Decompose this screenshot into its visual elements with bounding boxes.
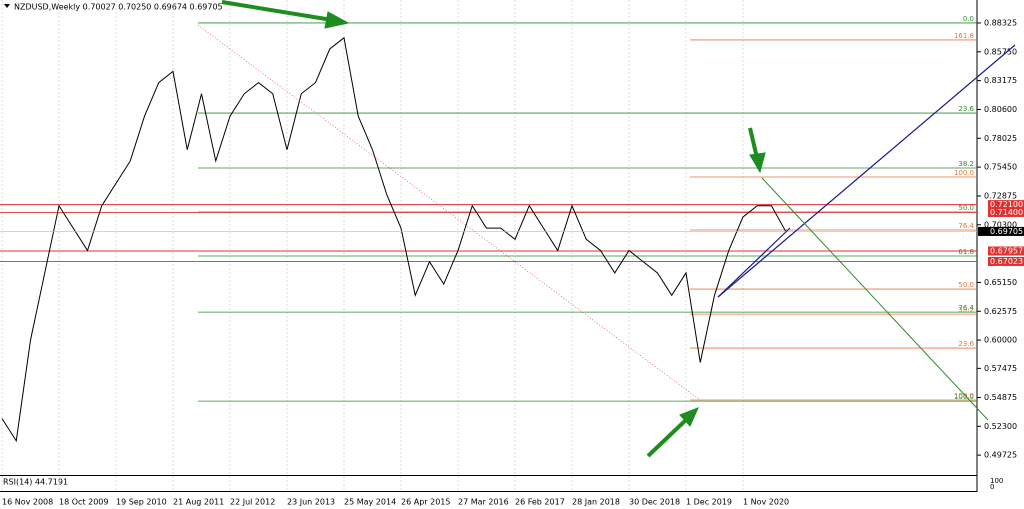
price-label: 0.67957: [990, 247, 1023, 256]
trend-line: [761, 177, 989, 421]
y-tick-label: 0.78025: [984, 134, 1017, 143]
y-tick-label: 0.60000: [984, 336, 1017, 345]
arrow: [646, 416, 690, 458]
fib-label: 38.2: [958, 160, 974, 168]
fib-label: 38.2: [958, 306, 974, 314]
x-tick-label: 26 Feb 2017: [515, 498, 565, 507]
x-tick-label: 21 Aug 2011: [173, 498, 224, 507]
arrow-head: [749, 152, 766, 174]
price-box: [988, 246, 1024, 256]
rsi-tick-label: 100: [990, 477, 1003, 485]
x-tick-label: 27 Mar 2016: [458, 498, 509, 507]
fib-label: 50.0: [958, 281, 974, 289]
y-tick-label: 0.83175: [984, 76, 1017, 85]
fib-label: 61.8: [958, 248, 974, 256]
y-tick-label: 0.88325: [984, 18, 1017, 27]
y-tick-label: 0.62575: [984, 307, 1017, 316]
fib-label: 23.6: [958, 105, 974, 113]
price-label: 0.67023: [990, 257, 1023, 266]
x-tick-label: 1 Dec 2019: [686, 498, 732, 507]
trend-line: [197, 24, 701, 401]
y-tick-label: 0.80600: [984, 105, 1017, 114]
x-tick-label: 28 Jan 2018: [572, 498, 620, 507]
channel-line: [717, 227, 791, 298]
price-box: [988, 256, 1024, 266]
price-box: [988, 200, 1024, 210]
rsi-label: RSI(14) 44.7191: [3, 478, 68, 487]
current-price-box: [978, 226, 1024, 236]
x-tick-label: 25 May 2014: [344, 498, 396, 507]
rsi-tick-label: 0: [990, 483, 994, 491]
arrow-head: [324, 11, 350, 29]
menu-icon[interactable]: [4, 4, 10, 8]
y-tick-label: 0.49725: [984, 451, 1017, 460]
price-line: [1, 36, 787, 443]
fib-label: 100.0: [954, 393, 974, 401]
y-tick-label: 0.75450: [984, 163, 1017, 172]
channel-line: [717, 44, 1016, 298]
fib-label: 23.6: [958, 340, 974, 348]
fib-label: 100.0: [954, 169, 974, 177]
y-tick-label: 0.70300: [984, 220, 1017, 229]
arrows: [221, 0, 766, 458]
x-tick-label: 23 Jun 2013: [287, 498, 335, 507]
arrow: [221, 0, 333, 22]
x-tick-label: 19 Sep 2010: [116, 498, 167, 507]
fib-label: 0.0: [963, 15, 974, 23]
y-tick-label: 0.54875: [984, 393, 1017, 402]
x-tick-label: 30 Dec 2018: [629, 498, 680, 507]
price-label: 0.72100: [990, 200, 1023, 209]
fib-label: 76.4: [958, 304, 974, 312]
arrow-head: [679, 407, 699, 427]
x-tick-label: 22 Jul 2012: [230, 498, 275, 507]
price-label: 0.71400: [990, 208, 1023, 217]
chart-title: NZDUSD,Weekly 0.70027 0.70250 0.69674 0.…: [14, 3, 223, 12]
x-tick-label: 16 Nov 2008: [2, 498, 53, 507]
arrow: [748, 127, 759, 159]
x-tick-label: 1 Nov 2020: [743, 498, 789, 507]
fib-label: 50.0: [958, 204, 974, 212]
y-tick-label: 0.85750: [984, 47, 1017, 56]
fib-label: 100.0: [954, 392, 974, 400]
y-tick-label: 0.52300: [984, 422, 1017, 431]
fib-label: 161.8: [954, 32, 974, 40]
y-tick-label: 0.72875: [984, 191, 1017, 200]
fib-label: 76.4: [958, 222, 974, 230]
price-box: [988, 207, 1024, 217]
y-tick-label: 0.65150: [984, 278, 1017, 287]
x-tick-label: 18 Oct 2009: [59, 498, 108, 507]
current-price-label: 0.69705: [990, 227, 1023, 236]
x-tick-label: 26 Apr 2015: [401, 498, 450, 507]
y-tick-label: 0.57475: [984, 364, 1017, 373]
